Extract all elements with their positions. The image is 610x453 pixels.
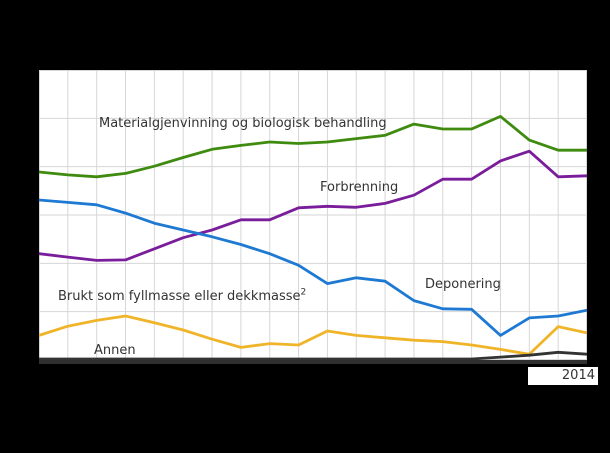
line-chart — [39, 70, 587, 360]
series-label-annen: Annen — [94, 343, 136, 358]
series-line-annen — [39, 350, 587, 360]
series-line-materialgjenvinning-og-biologisk-behandling — [39, 115, 587, 179]
gridlines — [39, 70, 587, 360]
chart-plot-area — [39, 70, 587, 364]
series-line-forbrenning — [39, 149, 587, 262]
series-label-forbrenning: Forbrenning — [320, 180, 399, 195]
series-line-deponering — [39, 198, 587, 337]
series-label-materialgjenvinning: Materialgjenvinning og biologisk behandl… — [99, 116, 387, 131]
series-label-deponering: Deponering — [425, 277, 501, 292]
x-axis-tick-label-2014: 2014 — [528, 367, 598, 385]
series-line-brukt-som-fyllmasse-eller-dekkmasse — [39, 314, 587, 356]
series-label-fyllmasse: Brukt som fyllmasse eller dekkmasse2 — [58, 287, 307, 305]
series-label-fyllmasse-text: Brukt som fyllmasse eller dekkmasse — [58, 289, 301, 304]
footnote-marker: 2 — [300, 287, 307, 298]
